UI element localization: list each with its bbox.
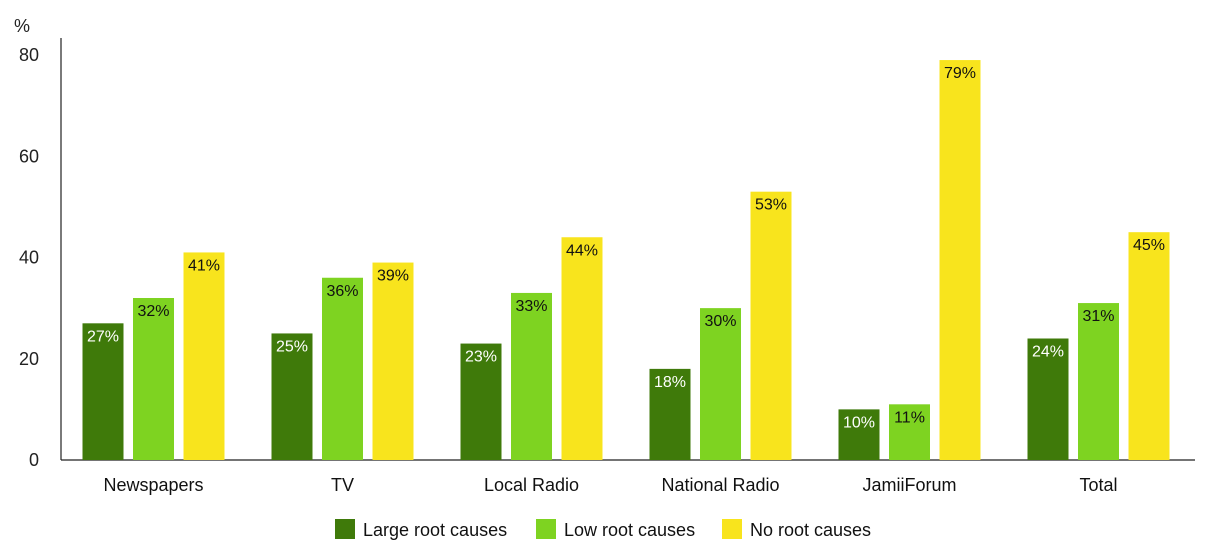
x-category-label: JamiiForum	[862, 475, 956, 495]
bar	[1128, 232, 1170, 460]
bar-series: 27% 32% 41% 25% 36% 39% 23% 33% 44% 18% 30% 53% 10% 1…	[82, 60, 1170, 460]
legend-swatch	[536, 519, 556, 539]
data-label: 24%	[1032, 344, 1064, 361]
bar	[700, 308, 741, 460]
data-label: 41%	[188, 257, 220, 274]
data-label: 10%	[843, 414, 875, 431]
data-label: 23%	[465, 349, 497, 366]
x-axis-categories: Newspapers TV Local Radio National Radio Jam…	[103, 475, 1117, 495]
bar	[511, 292, 552, 460]
bar	[271, 333, 313, 460]
bar	[649, 368, 691, 460]
data-label: 53%	[755, 197, 787, 214]
bar	[939, 60, 981, 460]
bar	[82, 323, 124, 460]
bar	[133, 298, 174, 460]
data-label: 44%	[566, 242, 598, 259]
y-tick-label: 20	[19, 349, 39, 369]
bar	[889, 404, 930, 460]
data-label: 11%	[894, 409, 925, 426]
bar	[322, 277, 363, 460]
x-category-label: National Radio	[661, 475, 779, 495]
legend: Large root causes Low root causes No root …	[335, 519, 871, 540]
y-tick-label: 60	[19, 146, 39, 166]
data-label: 39%	[377, 268, 409, 285]
y-axis-unit: %	[14, 16, 30, 36]
legend-swatch	[335, 519, 355, 539]
legend-label: Large root causes	[363, 520, 507, 540]
legend-label: No root causes	[750, 520, 871, 540]
data-label: 31%	[1082, 308, 1114, 325]
data-label: 30%	[704, 313, 736, 330]
x-category-label: Local Radio	[484, 475, 579, 495]
data-label: 36%	[326, 283, 358, 300]
bar	[838, 409, 880, 460]
data-label: 18%	[654, 374, 686, 391]
x-category-label: Total	[1079, 475, 1117, 495]
y-tick-label: 40	[19, 248, 39, 268]
bar	[561, 237, 603, 460]
y-tick-label: 80	[19, 45, 39, 65]
data-label: 25%	[276, 338, 308, 355]
bar	[750, 191, 792, 460]
y-tick-label: 0	[29, 450, 39, 470]
x-category-label: TV	[331, 475, 354, 495]
x-category-label: Newspapers	[103, 475, 203, 495]
bar	[1078, 303, 1119, 460]
bar	[183, 252, 225, 460]
data-label: 45%	[1133, 237, 1165, 254]
bar	[1027, 338, 1069, 460]
data-label: 79%	[944, 65, 976, 82]
y-axis-ticks: 0 20 40 60 80	[19, 45, 39, 470]
bar	[460, 343, 502, 460]
data-label: 27%	[87, 328, 119, 345]
legend-swatch	[722, 519, 742, 539]
bar	[372, 262, 414, 460]
data-label: 33%	[515, 298, 547, 315]
data-label: 32%	[137, 303, 169, 320]
legend-label: Low root causes	[564, 520, 695, 540]
